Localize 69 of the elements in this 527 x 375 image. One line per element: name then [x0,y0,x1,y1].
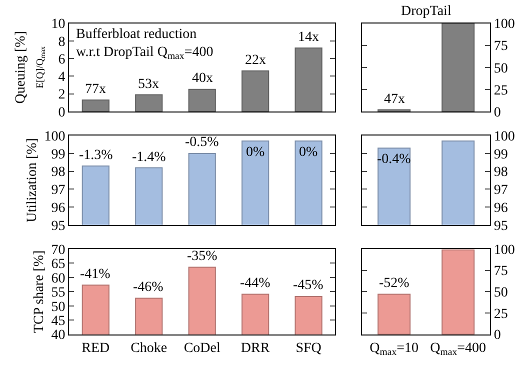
x-tick-label: SFQ [296,341,322,356]
y-tick-label: 70 [51,242,66,258]
y-tick-label: 98 [51,165,66,180]
y-tick-label: 100 [494,17,515,32]
y-tick-label: 25 [494,83,508,98]
y-tick-label: 40 [51,328,66,344]
annotation: 22x [245,53,266,68]
x-tick-label: Choke [130,341,168,356]
y-tick-label: 96 [494,200,508,216]
y-tick-label: 100 [44,130,66,144]
annotation: -1.4% [132,150,166,165]
y-tick-label: 0 [494,105,501,120]
y-tick-label: 4 [58,70,66,86]
bar [242,70,270,112]
bar [188,88,216,112]
x-tick-label: Q$_{max}$=10 [370,341,419,358]
y-tick-label: 99 [51,147,66,162]
x-tick-label: DRR [240,341,270,356]
y-tick-label: 100 [494,242,515,258]
y-tick-label: 10 [51,17,66,32]
annotation: -1.3% [79,148,114,163]
y-tick-label: 99 [494,147,508,162]
y-tick-label: 2 [58,88,66,103]
annotation: -0.5% [185,135,220,150]
y-tick-label: 97 [51,183,66,198]
y-tick-label: 50 [494,61,508,76]
y-tick-label: 6 [58,52,66,68]
y-tick-label: 55 [51,286,66,301]
bar [294,47,322,112]
annotation: -46% [133,280,164,295]
y-tick-label: 50 [51,300,66,315]
y-tick-label: 75 [494,264,508,280]
annotation: 0% [299,145,318,160]
y-tick-label: 0 [494,328,501,344]
annotation: 14x [298,30,319,45]
y-tick-label: 75 [494,39,508,54]
y-tick-label: 0 [58,105,66,120]
y-tick-label: 8 [58,34,66,50]
bar [82,100,110,112]
y-tick-label: 100 [494,130,515,144]
x-tick-label: CoDel [184,341,220,356]
y-axis-title: Utilization [%] [24,138,40,222]
y-tick-label: 95 [494,218,508,234]
annotation: -41% [80,267,111,282]
y-axis-title: TCP share [%] [32,250,47,334]
x-tick-label: Q$_{max}$=400 [430,341,486,358]
annotation: -0.4% [377,152,412,167]
annotation: -35% [187,249,218,264]
annotation: 77x [85,82,106,97]
annotation: -45% [293,278,324,293]
annotation: 40x [192,71,213,86]
annotation: -44% [240,276,271,291]
y-tick-label: 95 [51,218,66,234]
y-tick-label: 97 [494,183,508,198]
chart-title: DropTail [401,4,452,19]
annotation: 0% [246,145,265,160]
y-tick-label: 45 [51,314,66,329]
annotation: 47x [384,92,405,107]
y-tick-label: 65 [51,257,66,272]
y-tick-label: 50 [494,286,508,301]
annotation: Bufferbloat reduction w.r.t DropTail Q$_{max}$=400 [76,27,214,62]
y-tick-label: 96 [51,200,66,216]
y-tick-label: 98 [494,165,508,180]
bar [135,94,163,112]
annotation: 53x [138,77,159,92]
y-tick-label: 60 [51,271,66,286]
annotation: -52% [379,276,410,291]
y-tick-label: 25 [494,306,508,322]
x-tick-label: RED [82,341,110,356]
